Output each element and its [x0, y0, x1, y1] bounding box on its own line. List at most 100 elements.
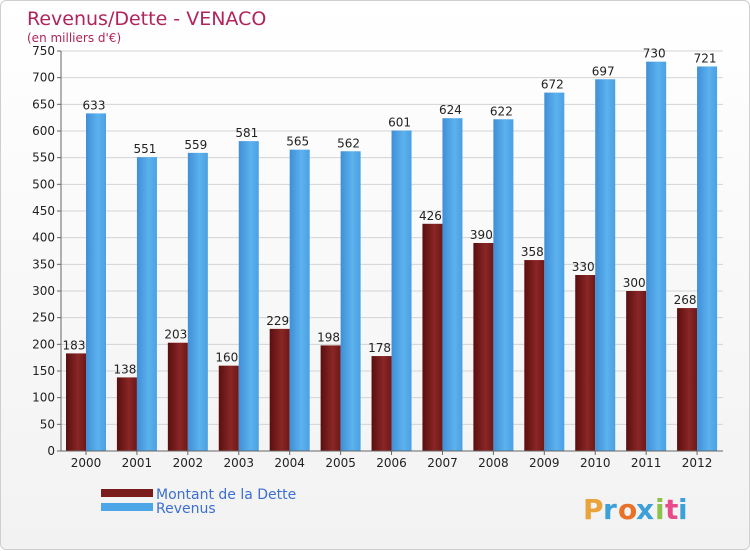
- x-tick-label: 2009: [529, 456, 560, 470]
- logo-letter: t: [665, 493, 678, 526]
- label-debt: 203: [164, 328, 187, 342]
- label-debt: 183: [63, 338, 86, 352]
- bar-revenue: [187, 152, 208, 451]
- bar-revenue: [544, 92, 565, 451]
- bar-revenue: [238, 141, 259, 451]
- y-tick-label: 550: [32, 151, 55, 165]
- bar-debt: [626, 291, 647, 451]
- y-axis: 0 50 100 150 200 250 300 350 400 450 500 550 600 650 7…: [32, 44, 62, 458]
- logo-letter: r: [603, 493, 617, 526]
- label-revenue: 624: [439, 103, 462, 117]
- bar-revenue: [646, 61, 667, 452]
- chart-subtitle: (en milliers d'€): [27, 31, 121, 45]
- legend-label-debt: Montant de la Dette: [156, 487, 296, 503]
- bar-revenue: [697, 66, 718, 451]
- label-revenue: 721: [694, 51, 717, 65]
- label-revenue: 559: [184, 138, 207, 152]
- logo-letter: o: [618, 493, 637, 526]
- bar-debt: [422, 223, 443, 451]
- bar-debt: [66, 353, 86, 451]
- label-debt: 198: [317, 330, 340, 344]
- bar-debt: [575, 275, 596, 451]
- bar-revenue: [493, 119, 514, 452]
- bar-revenue: [391, 130, 412, 451]
- y-tick-label: 100: [32, 391, 55, 405]
- label-revenue: 622: [490, 104, 513, 118]
- x-tick-label: 2001: [122, 456, 153, 470]
- bar-debt: [167, 342, 188, 451]
- legend-label-revenue: Revenus: [156, 501, 216, 517]
- x-tick-label: 2007: [427, 456, 458, 470]
- label-debt: 268: [674, 293, 697, 307]
- y-tick-label: 650: [32, 97, 55, 111]
- label-debt: 138: [113, 362, 136, 376]
- y-tick-label: 250: [32, 311, 55, 325]
- y-tick-label: 400: [32, 231, 55, 245]
- y-tick-label: 700: [32, 71, 55, 85]
- bar-revenue: [136, 157, 157, 451]
- y-tick-label: 300: [32, 284, 55, 298]
- x-tick-label: 2011: [631, 456, 662, 470]
- label-revenue: 697: [592, 64, 615, 78]
- label-debt: 160: [215, 351, 238, 365]
- label-debt: 178: [368, 341, 391, 355]
- label-revenue: 601: [388, 115, 411, 129]
- bar-revenue: [595, 79, 616, 452]
- bar-revenue: [86, 113, 106, 452]
- x-tick-label: 2012: [682, 456, 713, 470]
- bars: [66, 61, 718, 452]
- label-debt: 358: [521, 245, 544, 259]
- x-tick-label: 2008: [478, 456, 509, 470]
- x-tick-label: 2004: [274, 456, 305, 470]
- x-tick-label: 2002: [173, 456, 204, 470]
- label-revenue: 633: [83, 98, 106, 112]
- label-revenue: 672: [541, 78, 564, 92]
- x-tick-label: 2003: [223, 456, 254, 470]
- bar-debt: [269, 328, 290, 451]
- bar-debt: [524, 260, 545, 451]
- bar-debt: [320, 345, 341, 451]
- y-tick-label: 750: [32, 44, 55, 58]
- bar-debt: [218, 365, 239, 451]
- logo-letter: i: [655, 493, 665, 526]
- label-debt: 390: [470, 228, 493, 242]
- label-debt: 229: [266, 314, 289, 328]
- logo-letter: x: [636, 493, 654, 526]
- y-tick-label: 200: [32, 337, 55, 351]
- bar-debt: [677, 308, 698, 451]
- bar-debt: [116, 377, 137, 451]
- y-tick-label: 600: [32, 124, 55, 138]
- x-tick-label: 2005: [325, 456, 356, 470]
- bar-debt: [371, 356, 392, 451]
- x-tick-label: 2006: [376, 456, 407, 470]
- y-tick-label: 0: [47, 444, 55, 458]
- y-tick-label: 450: [32, 204, 55, 218]
- label-revenue: 565: [286, 135, 309, 149]
- label-debt: 300: [623, 276, 646, 290]
- label-revenue: 730: [643, 47, 666, 61]
- bar-revenue: [442, 118, 463, 451]
- x-tick-label: 2010: [580, 456, 611, 470]
- y-tick-label: 350: [32, 257, 55, 271]
- legend-swatch-debt: [101, 489, 153, 497]
- label-revenue: 562: [337, 136, 360, 150]
- x-axis: 2000 2001 2002 2003 2004 2005 2006 2007 2008 2009…: [61, 450, 723, 470]
- legend-swatch-revenue: [101, 503, 153, 511]
- label-revenue: 551: [133, 142, 156, 156]
- label-revenue: 581: [235, 126, 258, 140]
- label-debt: 426: [419, 209, 442, 223]
- x-tick-label: 2000: [71, 456, 102, 470]
- y-tick-label: 150: [32, 364, 55, 378]
- bar-revenue: [289, 149, 310, 451]
- chart-title: Revenus/Dette - VENACO: [27, 8, 266, 30]
- bar-revenue: [340, 151, 361, 451]
- data-labels: 183 633 138 551 203 559 160 581 229 565 198 562 178 6…: [63, 47, 717, 377]
- logo-letter: P: [583, 493, 604, 526]
- bar-debt: [473, 243, 494, 451]
- y-tick-label: 500: [32, 177, 55, 191]
- y-tick-label: 50: [40, 417, 55, 431]
